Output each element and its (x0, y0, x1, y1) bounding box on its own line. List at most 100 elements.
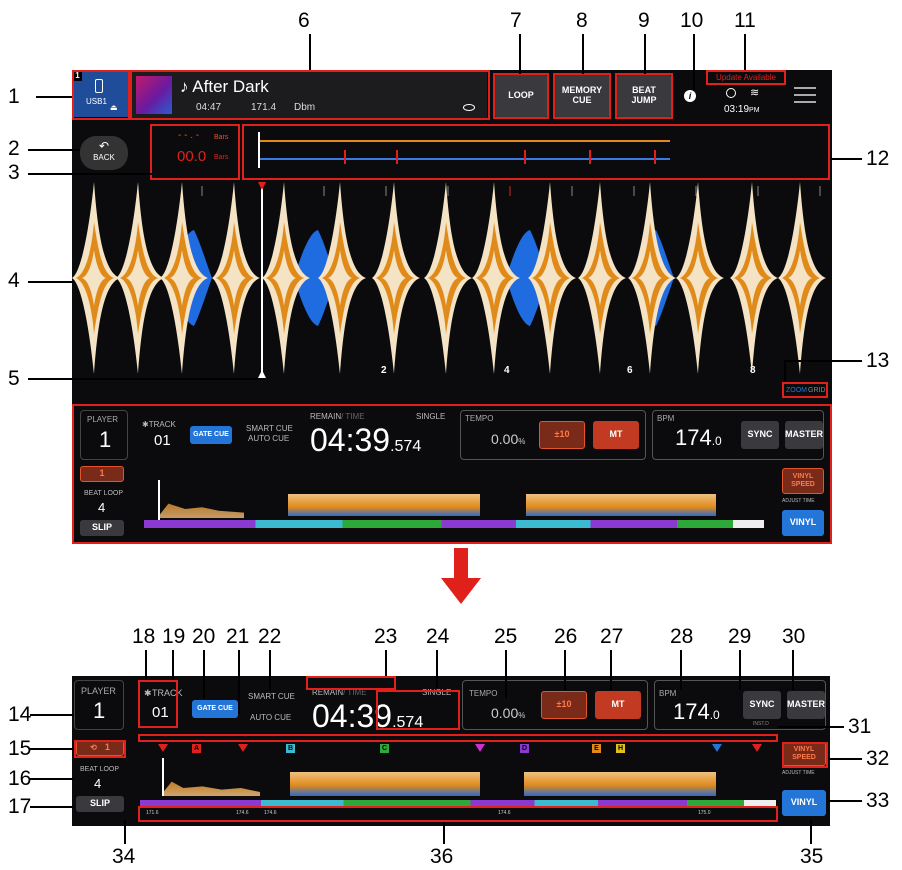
adjust-time-label-zoomed: ADJUST TIME (782, 770, 815, 776)
callout-2: 2 (8, 137, 20, 160)
slip-button[interactable]: SLIP (80, 520, 124, 536)
deck-number: 1 (73, 71, 82, 81)
loop-button-label: LOOP (508, 90, 534, 101)
player-number: 1 (99, 427, 112, 452)
callout-1: 1 (8, 85, 20, 108)
usb-source-button[interactable]: 1 USB1 ⏏ (72, 71, 128, 117)
callout-7: 7 (510, 9, 522, 32)
sync-button[interactable]: SYNC (741, 421, 779, 449)
cue-marker (238, 744, 248, 752)
remain-label-zoomed: REMAIN/ TIME (312, 688, 367, 697)
loop-count-value: 1 (104, 742, 110, 753)
auto-cue-label-zoomed: AUTO CUE (250, 713, 292, 722)
slip-button-zoomed[interactable]: SLIP (76, 796, 124, 812)
tempo-range-button[interactable]: ±10 (539, 421, 585, 449)
hot-cue-e[interactable]: E (592, 744, 601, 753)
callout-34: 34 (112, 845, 136, 868)
callout-31: 31 (848, 715, 872, 738)
callout-28: 28 (670, 625, 694, 648)
callout-10: 10 (680, 9, 704, 32)
tempo-box: TEMPO 0.00% ±10 MT (460, 410, 646, 460)
callout-36: 36 (430, 845, 454, 868)
transition-arrow (454, 548, 468, 580)
track-overview-lines (244, 126, 828, 178)
master-button-zoomed[interactable]: MASTER (787, 691, 825, 719)
vinyl-speed-button-zoomed[interactable]: VINYL SPEED (782, 742, 826, 766)
track-number: 01 (154, 432, 171, 449)
master-tempo-button-zoomed[interactable]: MT (595, 691, 641, 719)
clock: 03:19PM (724, 104, 760, 115)
beat-number-6: 6 (627, 365, 633, 376)
callout-9: 9 (638, 9, 650, 32)
memory-cue-button[interactable]: MEMORY CUE (554, 75, 610, 117)
hot-cue-c[interactable]: C (380, 744, 389, 753)
callout-32: 32 (866, 747, 890, 770)
cue-marker (712, 744, 722, 752)
callout-16: 16 (8, 767, 32, 790)
overview-waveform[interactable] (144, 468, 764, 536)
hot-cue-h[interactable]: H (616, 744, 625, 753)
cue-marker (158, 744, 168, 752)
main-waveform[interactable] (72, 182, 832, 382)
hot-cue-d[interactable]: D (520, 744, 529, 753)
album-art (136, 76, 172, 114)
hot-cue-b[interactable]: B (286, 744, 295, 753)
info-icon[interactable]: i (684, 90, 696, 102)
update-available-label[interactable]: Update Available (716, 73, 776, 82)
inst-label: INST.D (753, 721, 769, 727)
gate-cue-button-zoomed[interactable]: GATE CUE (192, 700, 238, 718)
player-number-zoomed: 1 (93, 698, 106, 723)
callout-8: 8 (576, 9, 588, 32)
grid-label[interactable]: GRID (808, 387, 826, 394)
vinyl-speed-button[interactable]: VINYL SPEED (782, 468, 824, 494)
track-length: 04:47 (196, 102, 222, 113)
vinyl-button[interactable]: VINYL (782, 510, 824, 536)
zoom-label[interactable]: ZOOM (786, 387, 807, 394)
track-label-zoomed: TRACK (152, 688, 183, 698)
player-box-zoomed: PLAYER 1 (74, 680, 124, 730)
callout-23: 23 (374, 625, 398, 648)
loop-button[interactable]: LOOP (494, 75, 548, 117)
menu-icon[interactable] (794, 87, 816, 103)
bars-counter-top-unit: Bars (214, 134, 229, 141)
overview-waveform-zoomed[interactable]: A B C D E H 171.6 174.6 174.6 174.6 175.… (140, 742, 776, 822)
eye-icon[interactable] (463, 104, 475, 111)
track-info-panel[interactable]: ♪ After Dark 04:47 171.4 Dbm (131, 72, 487, 118)
master-tempo-button[interactable]: MT (593, 421, 639, 449)
tempo-value: 0.00% (491, 431, 526, 447)
callout-17: 17 (8, 795, 32, 818)
cue-marker (752, 744, 762, 752)
smart-cue-label-zoomed: SMART CUE (248, 692, 295, 701)
player-label: PLAYER (87, 415, 118, 424)
smart-cue-label: SMART CUE (246, 424, 293, 433)
callout-30: 30 (782, 625, 806, 648)
remain-time-zoomed: 04:39.574 (312, 698, 424, 734)
loop-count-button-zoomed[interactable]: ⟲ 1 (76, 740, 124, 756)
vinyl-button-zoomed[interactable]: VINYL (782, 790, 826, 816)
bpm-label: BPM (657, 414, 675, 423)
loop-icon: ⟲ (90, 742, 97, 752)
callout-4: 4 (8, 269, 20, 292)
zoom-grid-toggle[interactable]: ZOOM GRID (784, 385, 826, 397)
master-button[interactable]: MASTER (785, 421, 823, 449)
track-title: ♪ After Dark (180, 77, 269, 96)
back-button[interactable]: ↶ BACK (80, 136, 128, 170)
sync-button-zoomed[interactable]: SYNC (743, 691, 781, 719)
tempo-value-zoomed: 0.00% (491, 705, 526, 721)
callout-15: 15 (8, 737, 32, 760)
bpm-value: 174.0 (675, 425, 722, 450)
callout-13: 13 (866, 349, 890, 372)
beat-jump-button[interactable]: BEAT JUMP (616, 75, 672, 117)
bars-counter-unit: Bars (214, 154, 229, 161)
remain-label: REMAIN/ TIME (310, 412, 365, 421)
beat-loop-label-zoomed: BEAT LOOP (80, 766, 120, 773)
bars-counter: - - . - Bars 00.0 Bars (152, 126, 238, 178)
loop-count-button[interactable]: 1 (80, 466, 124, 482)
callout-11: 11 (734, 9, 756, 32)
top-deck-panel: PLAYER 1 ✱TRACK 01 GATE CUE SMART CUE AU… (76, 408, 826, 538)
hot-cue-a[interactable]: A (192, 744, 201, 753)
beat-number-8: 8 (750, 365, 756, 376)
tempo-range-button-zoomed[interactable]: ±10 (541, 691, 587, 719)
gate-cue-button[interactable]: GATE CUE (190, 426, 232, 444)
callout-21: 21 (226, 625, 250, 648)
